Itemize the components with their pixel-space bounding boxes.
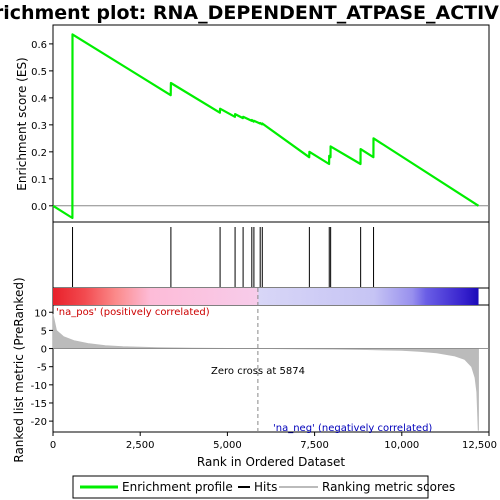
es-y-tick-label: 0.6 bbox=[31, 40, 47, 51]
enrichment-profile-line bbox=[53, 34, 479, 218]
negative-correlation-label: 'na_neg' (negatively correlated) bbox=[273, 423, 432, 434]
legend-metric-label: Ranking metric scores bbox=[322, 480, 455, 494]
x-tick-label: 12,500 bbox=[462, 440, 497, 451]
x-tick-label: 2,500 bbox=[126, 440, 155, 451]
metric-y-tick-label: -5 bbox=[37, 363, 47, 374]
x-tick-label: 10,000 bbox=[384, 440, 419, 451]
es-y-tick-label: 0.2 bbox=[31, 148, 47, 159]
x-tick-label: 0 bbox=[50, 440, 56, 451]
x-tick-label: 7,500 bbox=[300, 440, 329, 451]
metric-y-tick-label: -10 bbox=[31, 381, 47, 392]
x-axis-label: Rank in Ordered Dataset bbox=[197, 455, 345, 469]
es-panel-frame bbox=[53, 25, 489, 222]
metric-y-tick-label: 10 bbox=[34, 308, 47, 319]
metric-y-tick-label: 5 bbox=[41, 326, 47, 337]
es-axis-label: Enrichment score (ES) bbox=[15, 57, 29, 190]
metric-y-tick-label: -15 bbox=[31, 399, 47, 410]
metric-y-tick-label: 0 bbox=[41, 345, 47, 356]
es-y-tick-label: 0.3 bbox=[31, 121, 47, 132]
zero-cross-label: Zero cross at 5874 bbox=[211, 366, 305, 377]
legend-enrichment-label: Enrichment profile bbox=[122, 480, 233, 494]
es-y-tick-label: 0.1 bbox=[31, 175, 47, 186]
es-y-tick-label: 0.0 bbox=[31, 202, 47, 213]
positive-correlation-label: 'na_pos' (positively correlated) bbox=[56, 307, 210, 318]
legend-hits-label: Hits bbox=[254, 480, 277, 494]
hits-panel-frame bbox=[53, 222, 489, 288]
es-y-tick-label: 0.4 bbox=[31, 94, 47, 105]
metric-axis-label: Ranked list metric (PreRanked) bbox=[12, 277, 26, 462]
metric-y-tick-label: -20 bbox=[31, 417, 47, 428]
es-y-tick-label: 0.5 bbox=[31, 67, 47, 78]
x-tick-label: 5,000 bbox=[213, 440, 242, 451]
chart-title: Enrichment plot: RNA_DEPENDENT_ATPASE_AC… bbox=[0, 2, 500, 24]
ranking-heatmap-bar bbox=[53, 288, 479, 305]
